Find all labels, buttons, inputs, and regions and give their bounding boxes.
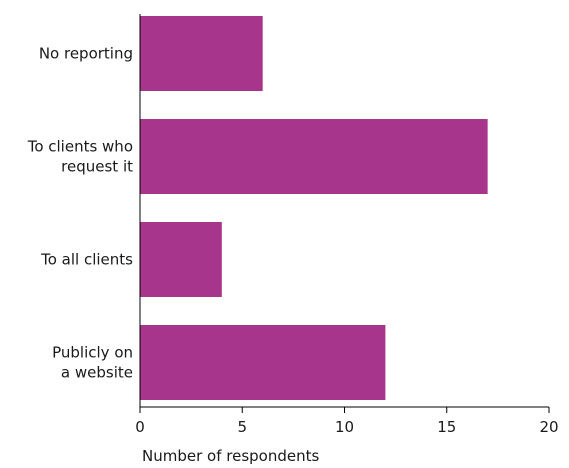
bars-group <box>140 16 488 400</box>
bar-3 <box>140 222 222 297</box>
x-ticks-group: 0 5 10 15 20 <box>135 407 559 436</box>
x-axis-title: Number of respondents <box>142 447 319 465</box>
x-tick-label-3: 15 <box>437 418 456 436</box>
x-tick-label-4: 20 <box>539 418 558 436</box>
category-label-4: Publicly on a website <box>52 344 133 382</box>
x-tick-label-2: 10 <box>335 418 354 436</box>
x-tick-label-1: 5 <box>237 418 247 436</box>
x-tick-label-0: 0 <box>135 418 145 436</box>
category-labels-group: No reporting To clients who request it To a… <box>27 45 133 382</box>
category-label-2: To clients who request it <box>27 138 133 176</box>
category-label-1: No reporting <box>39 45 133 63</box>
bar-4 <box>140 325 386 400</box>
category-label-3: To all clients <box>40 251 133 269</box>
bar-1 <box>140 16 263 91</box>
bar-2 <box>140 119 488 194</box>
